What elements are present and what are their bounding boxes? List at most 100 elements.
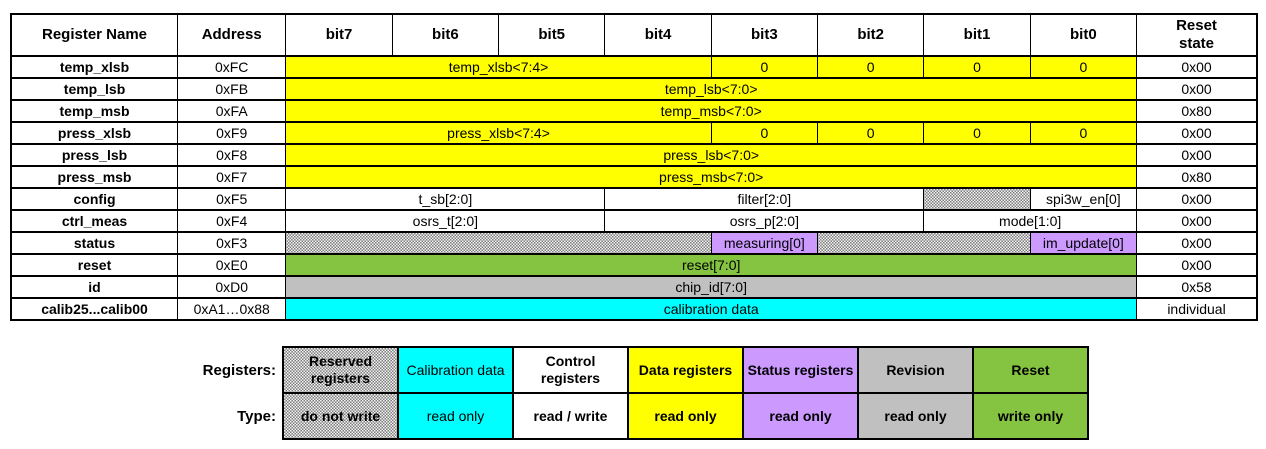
bitfield-cell: t_sb[2:0] [285,187,606,211]
bitfield-cell: temp_lsb<7:0> [285,77,1137,101]
legend-type-cell: read only [857,392,974,440]
legend-registers-cell: Revision [857,346,974,394]
bitfield-cell: 0 [1029,55,1138,79]
reset-state-cell: 0x00 [1136,187,1258,211]
table-row: ctrl_meas 0xF4 osrs_t[2:0] osrs_p[2:0] mode[… [10,209,1258,233]
address-cell: 0xA1…0x88 [177,297,287,321]
bitfield-cell: chip_id[7:0] [285,275,1137,299]
bitfield-cell: 0 [1029,121,1138,145]
bitfield-cell: calibration data [285,297,1137,321]
column-header: bit0 [1029,13,1138,57]
bitfield-cell: press_xlsb<7:4> [285,121,712,145]
column-header: Reset state [1136,13,1258,57]
table-row: config 0xF5 t_sb[2:0] filter[2:0] spi3w_en[0… [10,187,1258,211]
register-name-cell: id [10,275,179,299]
register-name-cell: press_msb [10,165,179,189]
bitfield-cell: im_update[0] [1029,231,1138,255]
reset-state-cell: 0x00 [1136,55,1258,79]
bitfield-cell: spi3w_en[0] [1029,187,1138,211]
bitfield-cell: mode[1:0] [923,209,1137,233]
register-name-cell: ctrl_meas [10,209,179,233]
bitfield-cell [285,231,712,255]
bitfield-cell [817,231,1031,255]
address-cell: 0xF9 [177,121,287,145]
column-header: Address [177,13,287,57]
legend-registers-cell: Reset [972,346,1089,394]
bitfield-cell: reset[7:0] [285,253,1137,277]
register-name-cell: press_xlsb [10,121,179,145]
address-cell: 0xD0 [177,275,287,299]
bitfield-cell [923,187,1031,211]
register-name-cell: press_lsb [10,143,179,167]
bitfield-cell: 0 [923,121,1031,145]
column-header: bit6 [391,13,500,57]
legend-type-cell: do not write [282,392,399,440]
bitfield-cell: temp_xlsb<7:4> [285,55,712,79]
legend-type-label: Type: [183,393,283,439]
reset-state-cell: 0x00 [1136,209,1258,233]
reset-state-cell: 0x00 [1136,143,1258,167]
register-name-cell: temp_lsb [10,77,179,101]
bitfield-cell: measuring[0] [710,231,819,255]
address-cell: 0xFA [177,99,287,123]
reset-state-cell: 0x80 [1136,99,1258,123]
column-header: bit2 [817,13,925,57]
table-row: temp_lsb 0xFB temp_lsb<7:0> 0x00 [10,77,1258,101]
bitfield-cell: 0 [817,55,925,79]
reset-state-cell: 0x00 [1136,77,1258,101]
table-row: temp_msb 0xFA temp_msb<7:0> 0x80 [10,99,1258,123]
column-header: bit3 [710,13,819,57]
table-row: press_lsb 0xF8 press_lsb<7:0> 0x00 [10,143,1258,167]
bitfield-cell: 0 [710,121,819,145]
legend-registers-cell: Calibration data [397,346,514,394]
table-row: status 0xF3 measuring[0] im_update[0] 0x00 [10,231,1258,255]
reset-state-cell: 0x00 [1136,253,1258,277]
register-name-cell: temp_xlsb [10,55,179,79]
table-row: id 0xD0 chip_id[7:0] 0x58 [10,275,1258,299]
legend-type-row: Type: do not write read only read / write r… [183,392,1089,440]
bitfield-cell: 0 [923,55,1031,79]
address-cell: 0xF8 [177,143,287,167]
legend-type-cell: read only [397,392,514,440]
column-header: Register Name [10,13,179,57]
column-header: bit4 [604,13,712,57]
address-cell: 0xFC [177,55,287,79]
bitfield-cell: osrs_p[2:0] [604,209,925,233]
register-name-cell: config [10,187,179,211]
bitfield-cell: press_lsb<7:0> [285,143,1137,167]
legend-registers-cell: Reserved registers [282,346,399,394]
header-row: Register Name Address bit7 bit6 bit5 bit4 bit3… [10,13,1258,57]
reset-state-cell: 0x00 [1136,231,1258,255]
register-name-cell: status [10,231,179,255]
table-row: press_msb 0xF7 press_msb<7:0> 0x80 [10,165,1258,189]
bitfield-cell: osrs_t[2:0] [285,209,606,233]
column-header: bit5 [498,13,606,57]
column-header: bit1 [923,13,1031,57]
legend-registers-cell: Data registers [627,346,744,394]
table-row: temp_xlsb 0xFC temp_xlsb<7:4> 0 0 0 0 0x00 [10,55,1258,79]
legend-registers-label: Registers: [183,347,283,393]
bitfield-cell: press_msb<7:0> [285,165,1137,189]
address-cell: 0xF7 [177,165,287,189]
reset-state-cell: individual [1136,297,1258,321]
legend-type-cell: read only [742,392,859,440]
address-cell: 0xF4 [177,209,287,233]
table-row: reset 0xE0 reset[7:0] 0x00 [10,253,1258,277]
address-cell: 0xFB [177,77,287,101]
reset-state-cell: 0x80 [1136,165,1258,189]
address-cell: 0xF5 [177,187,287,211]
reset-state-cell: 0x00 [1136,121,1258,145]
register-name-cell: temp_msb [10,99,179,123]
legend-type-cell: read / write [512,392,629,440]
register-map-table: Register Name Address bit7 bit6 bit5 bit4 bit3… [10,13,1258,321]
bitfield-cell: 0 [710,55,819,79]
reset-state-cell: 0x58 [1136,275,1258,299]
legend-type-cell: write only [972,392,1089,440]
bitfield-cell: filter[2:0] [604,187,925,211]
bitfield-cell: temp_msb<7:0> [285,99,1137,123]
legend-registers-cell: Status registers [742,346,859,394]
table-row: calib25...calib00 0xA1…0x88 calibration da… [10,297,1258,321]
bitfield-cell: 0 [817,121,925,145]
legend-type-cell: read only [627,392,744,440]
